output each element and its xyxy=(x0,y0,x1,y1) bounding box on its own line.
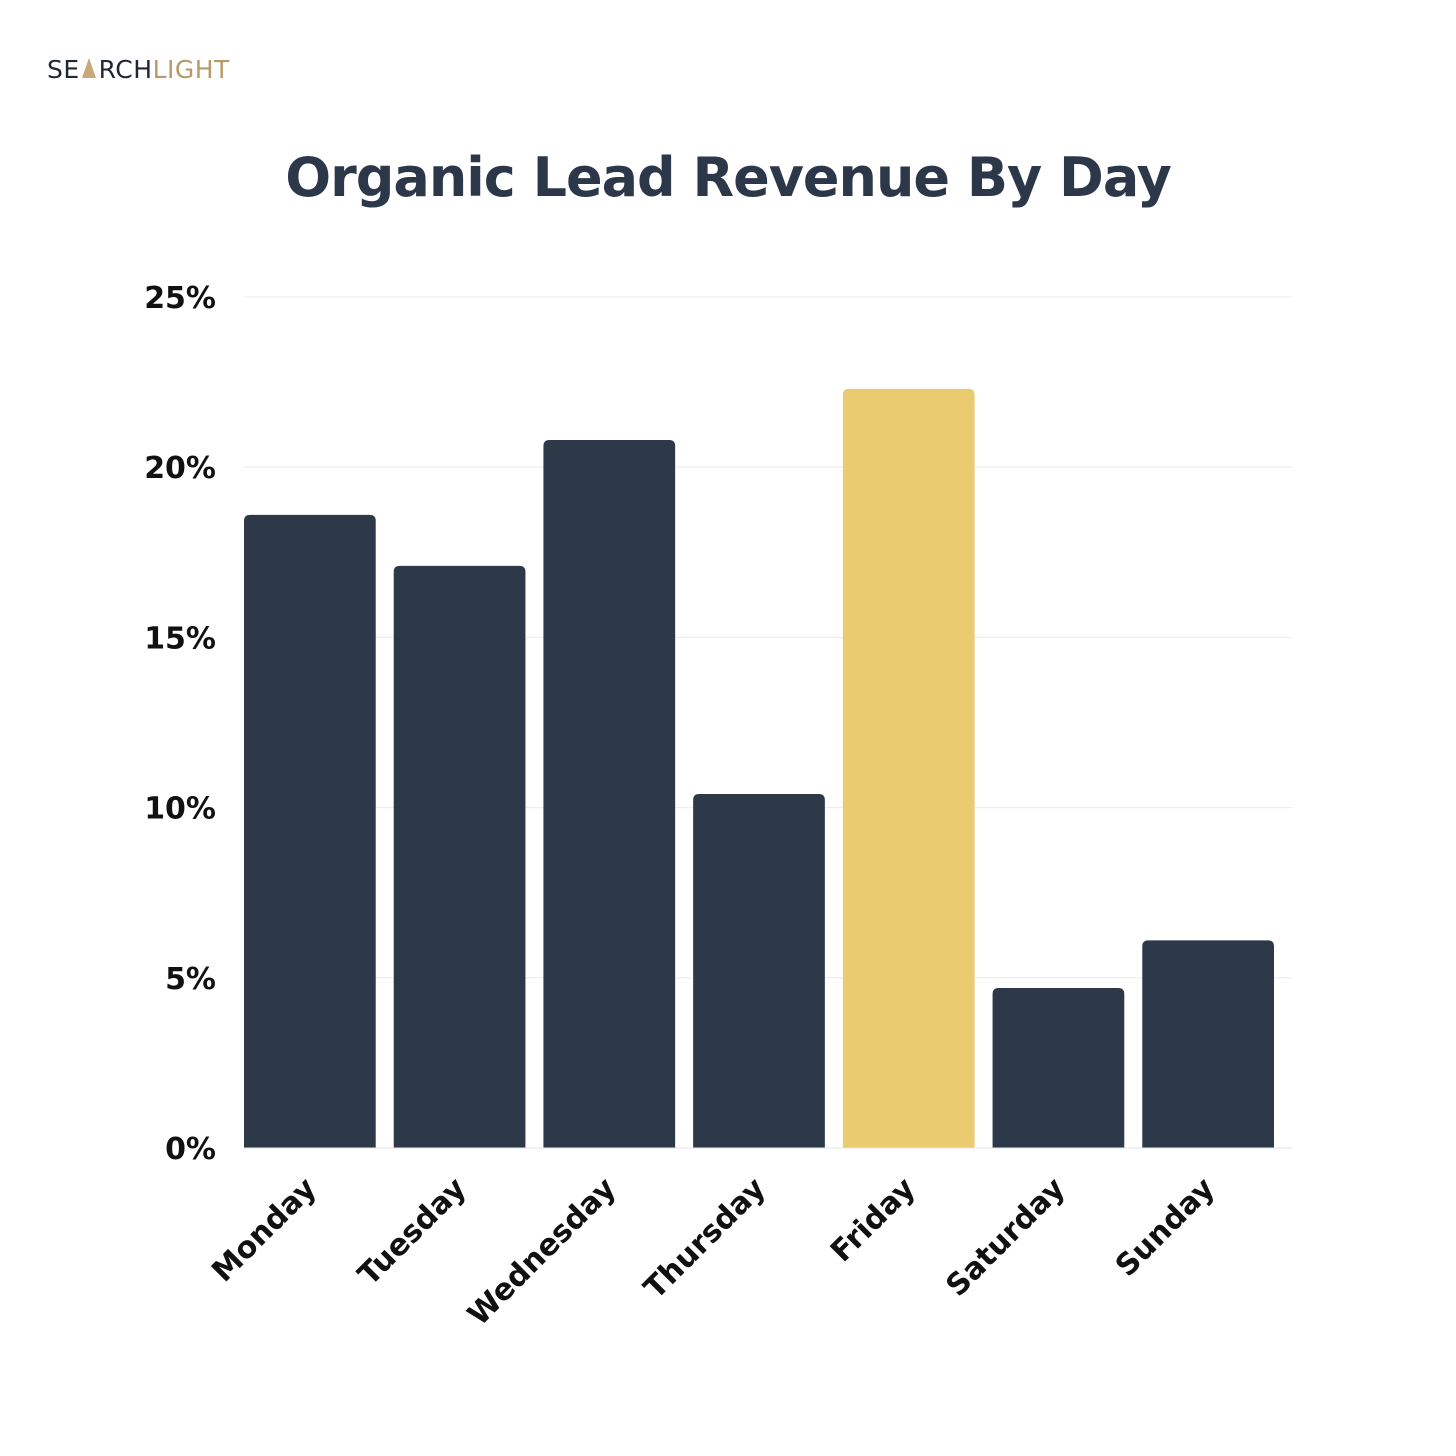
logo-a-icon xyxy=(81,58,96,78)
y-tick-label: 10% xyxy=(144,792,216,827)
y-tick-label: 0% xyxy=(165,1132,216,1167)
bar-friday xyxy=(842,388,975,1149)
logo-text-light: LIGHT xyxy=(152,54,230,84)
bar-tuesday xyxy=(393,565,526,1148)
y-tick-label: 15% xyxy=(144,621,216,656)
bar-thursday xyxy=(693,793,825,1148)
x-tick-label: Friday xyxy=(824,1171,923,1270)
logo-text-se: SE xyxy=(47,54,80,84)
bar-sunday xyxy=(1142,940,1274,1148)
y-tick-label: 25% xyxy=(144,281,216,316)
chart-title: Organic Lead Revenue By Day xyxy=(285,146,1172,209)
x-tick-label: Thursday xyxy=(637,1171,773,1307)
x-tick-label: Sunday xyxy=(1109,1171,1222,1284)
x-tick-label: Saturday xyxy=(939,1171,1072,1304)
x-tick-label: Monday xyxy=(205,1171,324,1290)
logo-text-rch: RCH xyxy=(98,54,153,84)
x-tick-label: Wednesday xyxy=(461,1171,623,1333)
bar-monday xyxy=(244,514,376,1148)
brand-logo: SE RCH LIGHT xyxy=(47,52,230,86)
x-tick-label: Tuesday xyxy=(352,1171,474,1293)
y-tick-label: 20% xyxy=(144,451,216,486)
y-tick-label: 5% xyxy=(165,962,216,997)
bar-saturday xyxy=(992,988,1125,1148)
bar-wednesday xyxy=(543,439,676,1148)
